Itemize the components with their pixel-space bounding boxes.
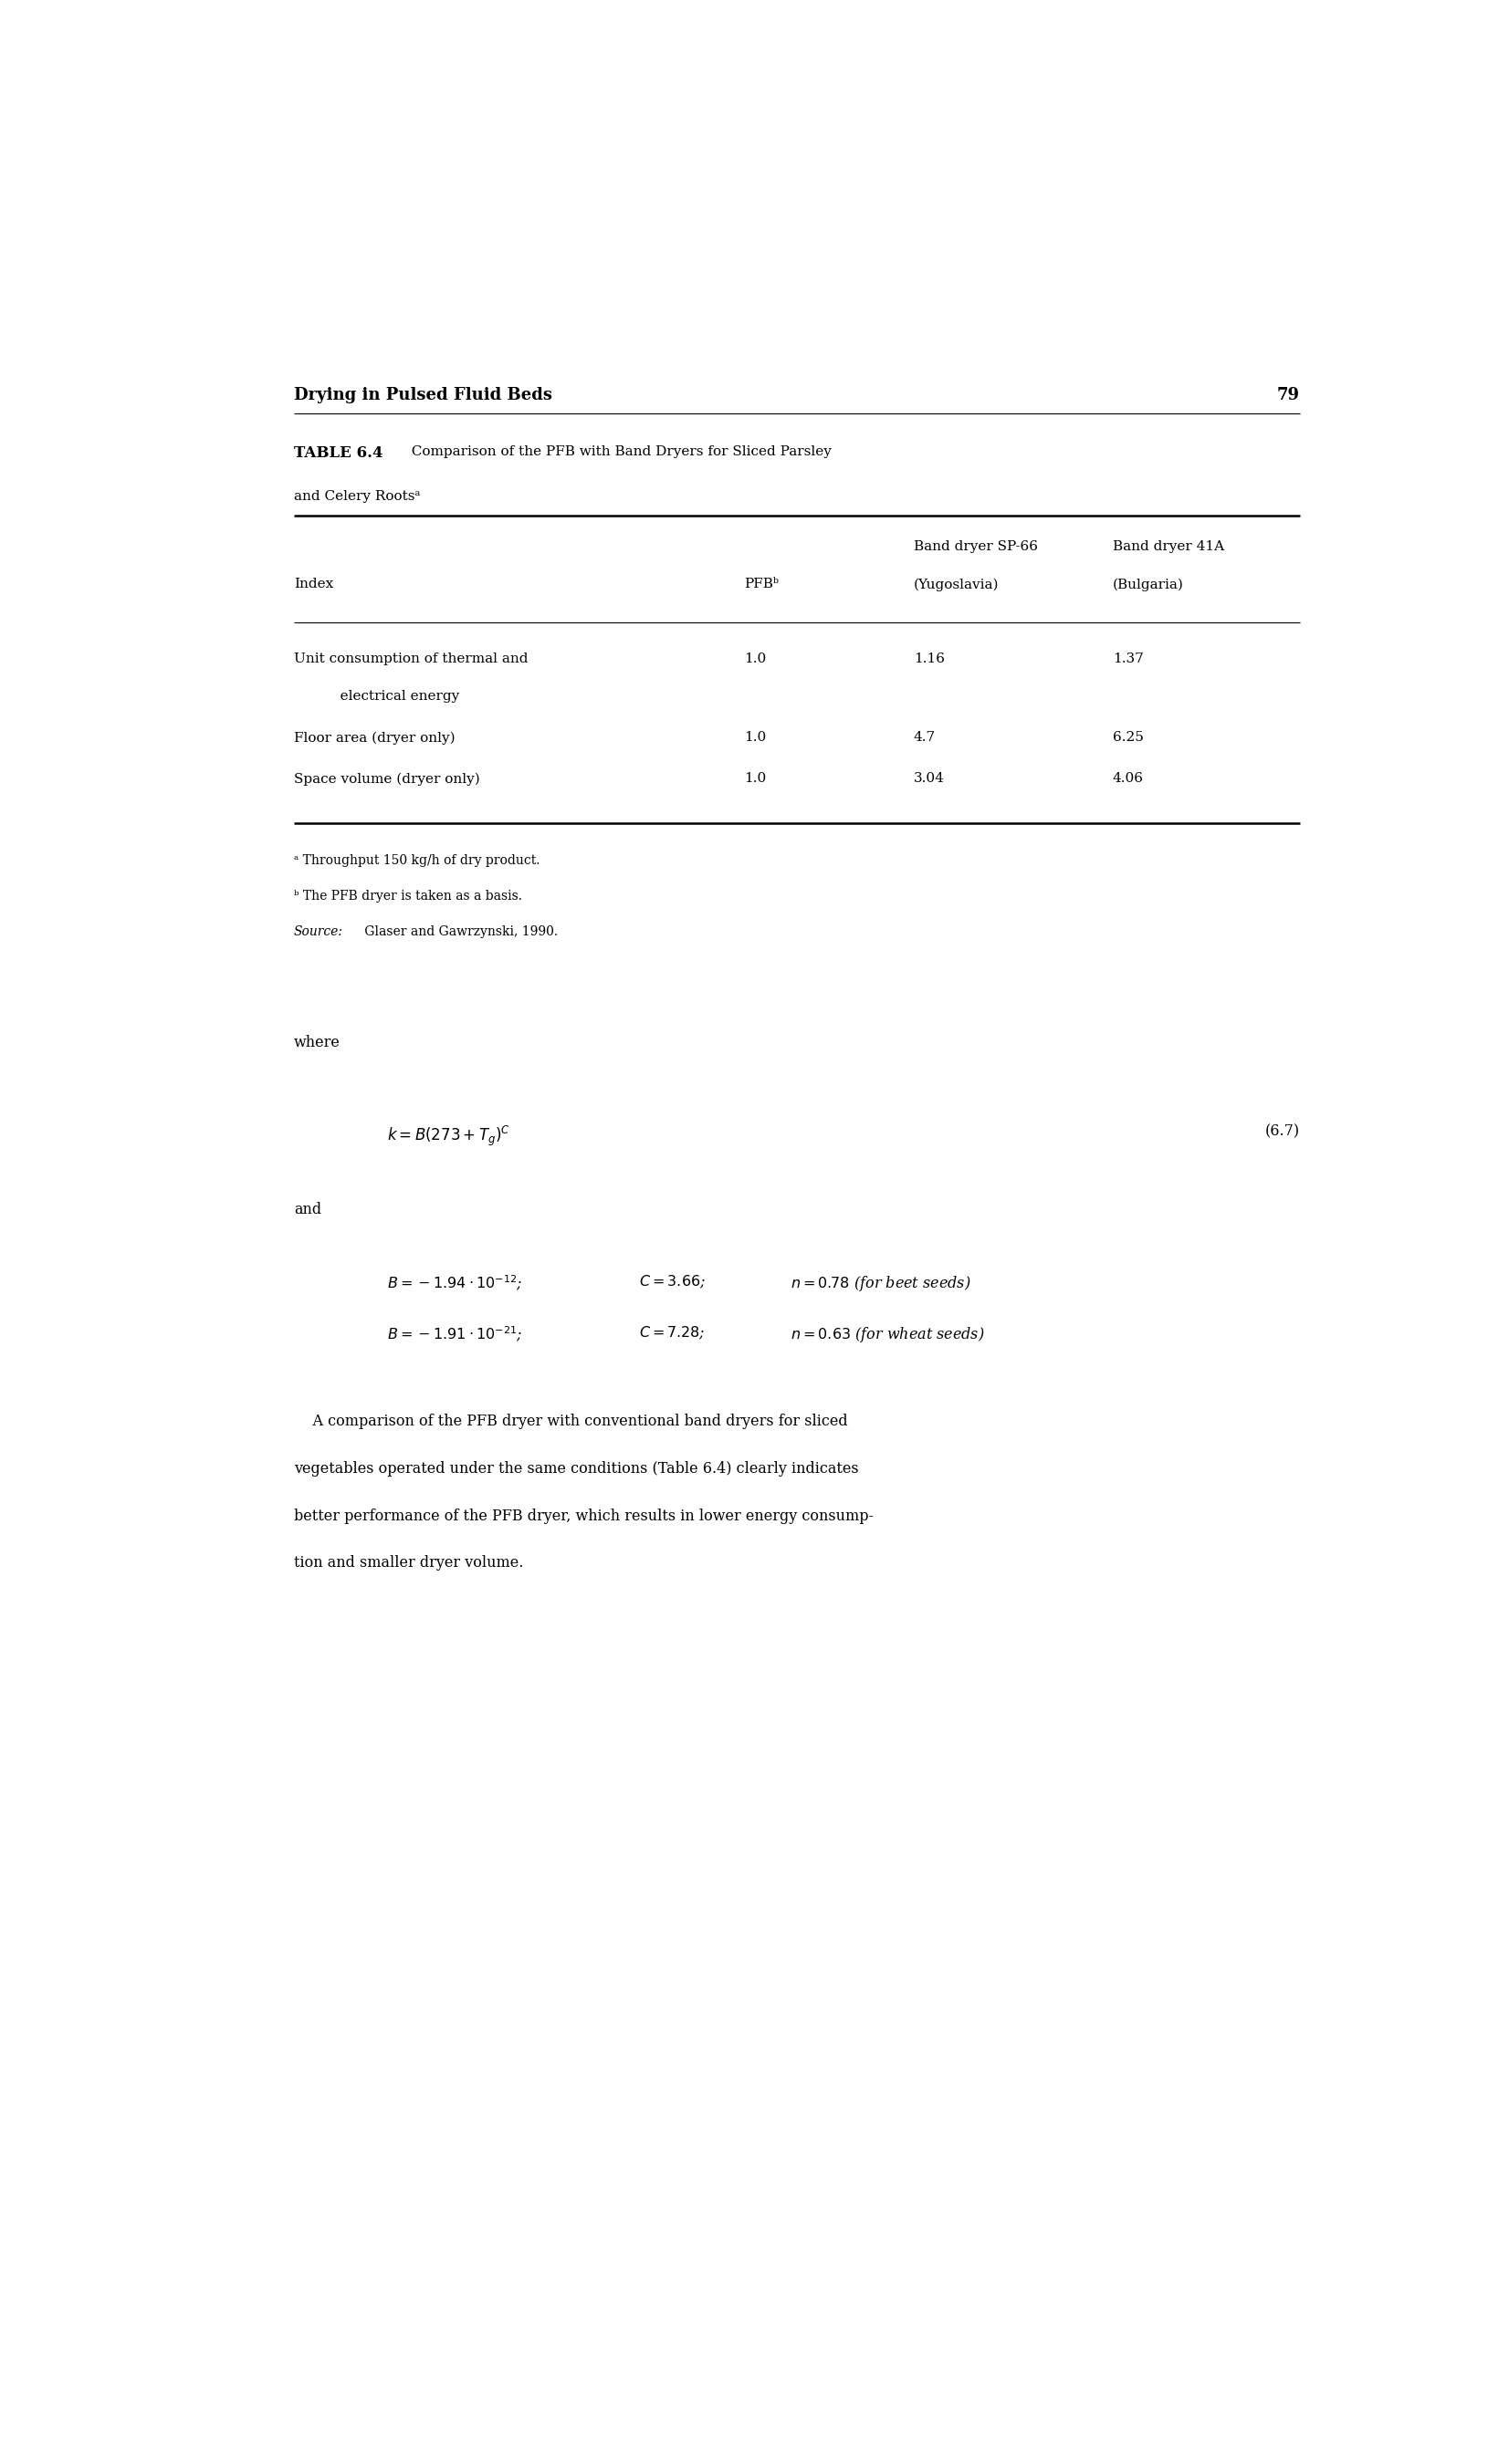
Text: ᵇ The PFB dryer is taken as a basis.: ᵇ The PFB dryer is taken as a basis. (294, 890, 522, 902)
Text: $C = 3.66$;: $C = 3.66$; (638, 1274, 706, 1291)
Text: vegetables operated under the same conditions (Table 6.4) clearly indicates: vegetables operated under the same condi… (294, 1461, 859, 1476)
Text: Drying in Pulsed Fluid Beds: Drying in Pulsed Fluid Beds (294, 387, 552, 404)
Text: 1.0: 1.0 (744, 771, 767, 786)
Text: $B = -1.91 \cdot 10^{-21}$;: $B = -1.91 \cdot 10^{-21}$; (388, 1326, 522, 1345)
Text: $k = B(273 + T_g)^C$: $k = B(273 + T_g)^C$ (388, 1124, 510, 1148)
Text: 1.0: 1.0 (744, 732, 767, 744)
Text: 79: 79 (1277, 387, 1299, 404)
Text: Band dryer 41A: Band dryer 41A (1112, 540, 1224, 554)
Text: 3.04: 3.04 (914, 771, 945, 786)
Text: ᵃ Throughput 150 kg/h of dry product.: ᵃ Throughput 150 kg/h of dry product. (294, 855, 540, 867)
Text: $C = 7.28$;: $C = 7.28$; (638, 1326, 705, 1343)
Text: 1.37: 1.37 (1112, 653, 1144, 665)
Text: (6.7): (6.7) (1265, 1124, 1299, 1138)
Text: 4.7: 4.7 (914, 732, 936, 744)
Text: $n = 0.78$ (for beet seeds): $n = 0.78$ (for beet seeds) (791, 1274, 972, 1294)
Text: Source:: Source: (294, 926, 343, 939)
Text: tion and smaller dryer volume.: tion and smaller dryer volume. (294, 1555, 524, 1572)
Text: $B = -1.94 \cdot 10^{-12}$;: $B = -1.94 \cdot 10^{-12}$; (388, 1274, 522, 1294)
Text: 1.0: 1.0 (744, 653, 767, 665)
Text: and Celery Rootsᵃ: and Celery Rootsᵃ (294, 490, 421, 503)
Text: Unit consumption of thermal and: Unit consumption of thermal and (294, 653, 528, 665)
Text: (Yugoslavia): (Yugoslavia) (914, 579, 999, 591)
Text: TABLE 6.4: TABLE 6.4 (294, 446, 383, 461)
Text: 6.25: 6.25 (1112, 732, 1144, 744)
Text: PFBᵇ: PFBᵇ (744, 579, 779, 591)
Text: Glaser and Gawrzynski, 1990.: Glaser and Gawrzynski, 1990. (361, 926, 558, 939)
Text: 4.06: 4.06 (1112, 771, 1144, 786)
Text: and: and (294, 1202, 321, 1217)
Text: 1.16: 1.16 (914, 653, 945, 665)
Text: Comparison of the PFB with Band Dryers for Sliced Parsley: Comparison of the PFB with Band Dryers f… (403, 446, 831, 458)
Text: Band dryer SP-66: Band dryer SP-66 (914, 540, 1038, 554)
Text: better performance of the PFB dryer, which results in lower energy consump-: better performance of the PFB dryer, whi… (294, 1508, 874, 1523)
Text: A comparison of the PFB dryer with conventional band dryers for sliced: A comparison of the PFB dryer with conve… (294, 1414, 848, 1429)
Text: Index: Index (294, 579, 333, 591)
Text: (Bulgaria): (Bulgaria) (1112, 579, 1183, 591)
Text: electrical energy: electrical energy (326, 690, 459, 702)
Text: Floor area (dryer only): Floor area (dryer only) (294, 732, 456, 744)
Text: where: where (294, 1035, 341, 1050)
Text: $n = 0.63$ (for wheat seeds): $n = 0.63$ (for wheat seeds) (791, 1326, 985, 1345)
Text: Space volume (dryer only): Space volume (dryer only) (294, 771, 480, 786)
